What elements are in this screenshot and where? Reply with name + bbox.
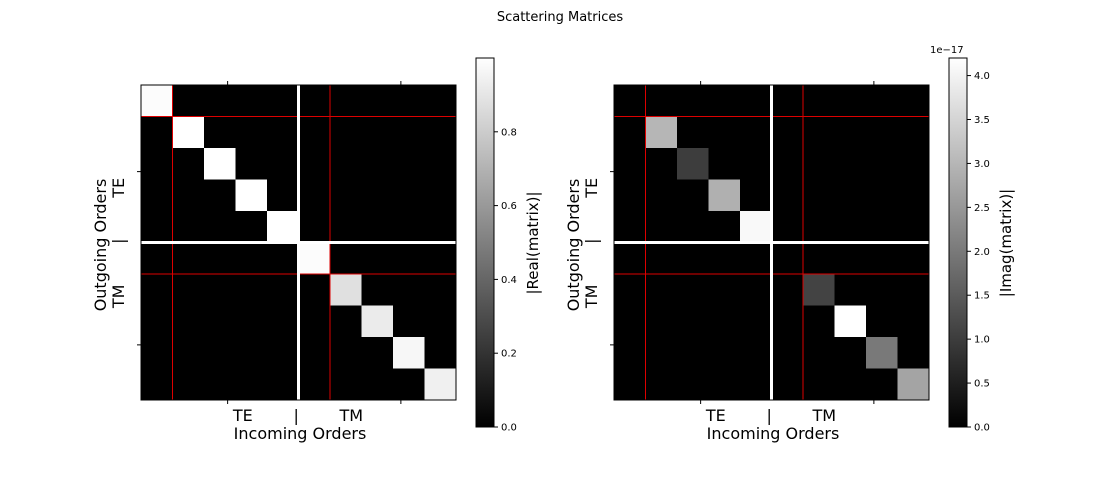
colorbar-real: 0.0 0.2 0.4 0.6 0.8 |Real(matrix)| xyxy=(475,57,542,434)
heatmap-cell xyxy=(708,179,740,211)
heatmap-cell xyxy=(614,85,646,117)
heatmap-frame xyxy=(613,84,930,401)
panel-real: TE | TM Incoming Orders TM | TE Outgoing… xyxy=(91,57,542,443)
y-group-label-real: TM | TE xyxy=(109,178,128,309)
colorbar-tick-label: 0.4 xyxy=(501,275,517,286)
heatmap-cell xyxy=(834,305,866,337)
axis-ticks-real xyxy=(137,81,402,404)
colorbar-tick-label: 1.0 xyxy=(974,335,990,346)
heatmap-cell xyxy=(267,211,299,243)
heatmap-cell xyxy=(677,148,709,180)
x-group-label-real: TE | TM xyxy=(232,406,363,425)
colorbar-tick-label: 0.8 xyxy=(501,127,517,138)
colorbar-tick-label: 2.0 xyxy=(974,247,990,258)
colorbar-tick-label: 3.5 xyxy=(974,115,990,126)
colorbar-imag: 0.0 0.5 1.0 1.5 2.0 2.5 3.0 3.5 4.0 1e−17 |Imag(… xyxy=(930,45,1015,434)
colorbar-ticks-real: 0.0 0.2 0.4 0.6 0.8 xyxy=(494,127,517,434)
heatmap-cell xyxy=(172,116,204,148)
colorbar-ticks-imag: 0.0 0.5 1.0 1.5 2.0 2.5 3.0 3.5 4.0 xyxy=(967,71,990,434)
panel-imag: TE | TM Incoming Orders TM | TE Outgoing… xyxy=(564,45,1015,443)
colorbar-label-real: |Real(matrix)| xyxy=(524,191,542,294)
colorbar-offset-imag: 1e−17 xyxy=(930,45,964,56)
figure-title: Scattering Matrices xyxy=(497,10,624,25)
colorbar-tick-label: 0.5 xyxy=(974,379,990,390)
heatmap-real xyxy=(140,84,457,401)
heatmap-cell xyxy=(141,85,173,117)
heatmap-cell xyxy=(803,274,835,306)
heatmap-cell xyxy=(866,337,898,369)
y-axis-label-real: Outgoing Orders xyxy=(91,179,110,312)
heatmap-cell xyxy=(645,116,677,148)
heatmap-imag xyxy=(613,84,930,401)
x-axis-label-real: Incoming Orders xyxy=(234,424,367,443)
heatmap-cell xyxy=(298,242,330,274)
y-group-label-imag: TM | TE xyxy=(582,178,601,309)
colorbar-tick-label: 0.2 xyxy=(501,349,517,360)
heatmap-cell xyxy=(740,211,772,243)
heatmap-cell xyxy=(361,305,393,337)
heatmap-cell xyxy=(330,274,362,306)
colorbar-tick-label: 0.6 xyxy=(501,201,517,212)
x-group-label-imag: TE | TM xyxy=(705,406,836,425)
colorbar-tick-label: 3.0 xyxy=(974,159,990,170)
heatmap-cell xyxy=(235,179,267,211)
heatmap-cell xyxy=(204,148,236,180)
colorbar-tick-label: 0.0 xyxy=(501,423,517,434)
axis-ticks-imag xyxy=(610,81,875,404)
colorbar-label-imag: |Imag(matrix)| xyxy=(997,189,1015,297)
heatmap-cell xyxy=(897,368,929,400)
x-axis-label-imag: Incoming Orders xyxy=(707,424,840,443)
colorbar-tick-label: 1.5 xyxy=(974,291,990,302)
heatmap-cell xyxy=(771,242,803,274)
heatmap-frame xyxy=(140,84,457,401)
heatmap-cell xyxy=(424,368,456,400)
colorbar-tick-label: 2.5 xyxy=(974,203,990,214)
colorbar-tick-label: 0.0 xyxy=(974,423,990,434)
y-axis-label-imag: Outgoing Orders xyxy=(564,179,583,312)
colorbar-tick-label: 4.0 xyxy=(974,71,990,82)
heatmap-cell xyxy=(393,337,425,369)
